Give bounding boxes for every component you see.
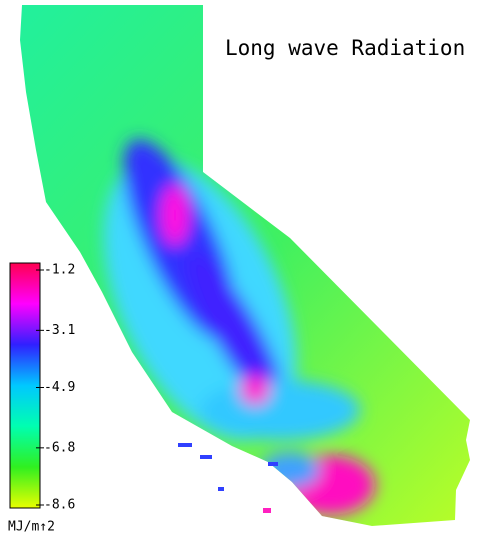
tick-label: -4.9	[44, 380, 75, 395]
colorbar-ticks: -1.2 -3.1 -4.9 -6.8 -8.6	[36, 263, 75, 513]
colorbar	[9, 262, 41, 509]
tick-label: -8.6	[44, 498, 75, 513]
map-title: Long wave Radiation	[225, 36, 465, 60]
colorbar-unit: MJ/m↑2	[8, 520, 55, 535]
tick-label: -6.8	[44, 440, 75, 455]
islands	[178, 443, 278, 513]
tick-label: -1.2	[44, 263, 75, 278]
tick-label: -3.1	[44, 323, 75, 338]
